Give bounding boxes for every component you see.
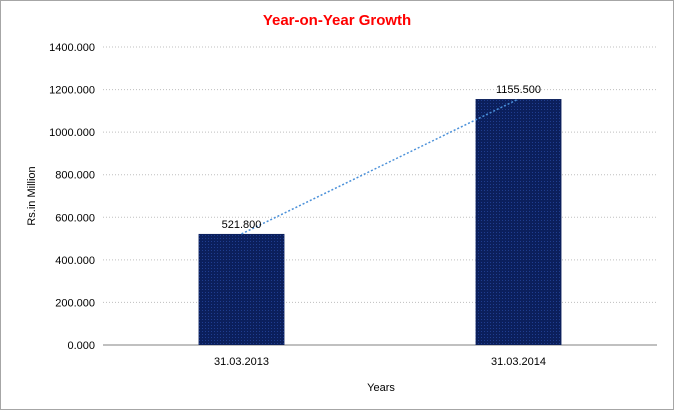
y-tick-label: 0.000	[67, 340, 95, 352]
y-axis-title: Rs.in Million	[26, 166, 38, 225]
chart-title: Year-on-Year Growth	[263, 12, 411, 29]
gridlines	[103, 46, 657, 346]
data-label: 521.800	[222, 219, 262, 231]
x-axis-ticks: 31.03.2013 31.03.2014	[214, 356, 546, 368]
bar	[198, 233, 285, 345]
y-tick-label: 1400.000	[49, 42, 95, 54]
bar	[475, 99, 562, 345]
y-tick-label: 400.000	[55, 255, 95, 267]
y-tick-label: 600.000	[55, 212, 95, 224]
trendline-layer	[241, 98, 519, 235]
x-axis-title: Years	[367, 382, 395, 394]
trendline	[241, 98, 519, 235]
bars	[198, 99, 562, 345]
data-labels: 521.800 1155.500	[222, 84, 541, 231]
y-tick-label: 1200.000	[49, 85, 95, 97]
x-tick-label: 31.03.2013	[214, 356, 269, 368]
y-tick-label: 800.000	[55, 170, 95, 182]
x-tick-label: 31.03.2014	[491, 356, 546, 368]
y-tick-label: 1000.000	[49, 127, 95, 139]
y-tick-label: 200.000	[55, 297, 95, 309]
y-axis-ticks: 0.000 200.000 400.000 600.000 800.000 1000.00…	[49, 42, 95, 352]
data-label: 1155.500	[496, 84, 541, 96]
